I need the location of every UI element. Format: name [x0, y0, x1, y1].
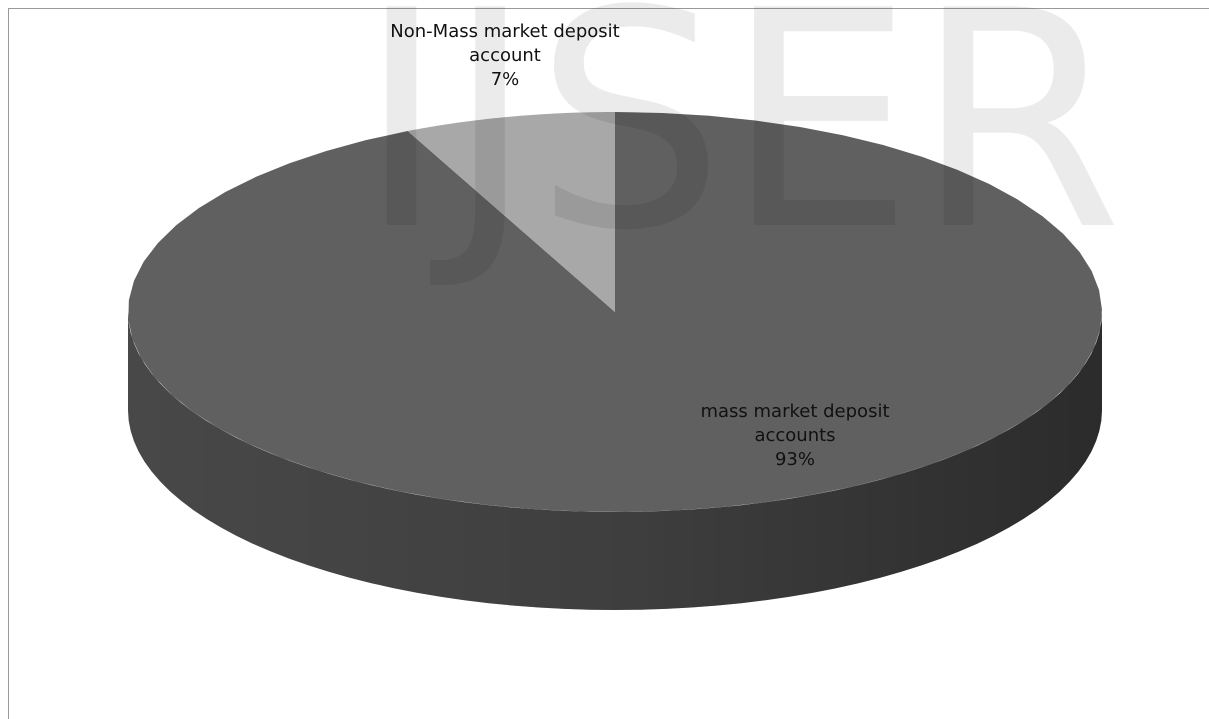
label-category: mass market deposit accounts [700, 401, 890, 446]
chart-frame [8, 8, 1209, 719]
label-category: Non-Mass market deposit account [390, 21, 620, 66]
label-value: 7% [490, 69, 520, 90]
watermark: IJSER [357, 0, 1122, 296]
slice [407, 112, 615, 312]
label-value: 93% [774, 449, 815, 470]
slice [128, 112, 1102, 512]
slice-side-shade [128, 312, 1102, 610]
data-label: Non-Mass market deposit account 7% [390, 20, 620, 92]
pie [128, 112, 1102, 610]
data-label: mass market deposit accounts 93% [660, 400, 930, 472]
